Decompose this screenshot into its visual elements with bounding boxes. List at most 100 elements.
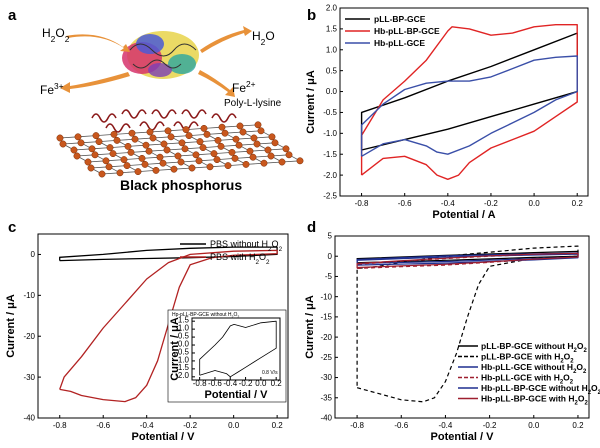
panel-label-a: a bbox=[8, 7, 17, 24]
x-tick-label: -0.4 bbox=[140, 421, 154, 430]
inset-background bbox=[167, 309, 287, 403]
phosphorus-atom bbox=[127, 148, 135, 156]
chart-panel-d: -0.8 -0.6 -0.4 -0.2 0.0 0.2 -40 -35 -30 -25 -20 -15… bbox=[304, 232, 600, 443]
y-tick-label: 1.0 bbox=[326, 45, 338, 54]
x-tick-label: -0.2 bbox=[484, 199, 498, 208]
inset-legend: Hp-pLL-BP-GCE without H2O2 bbox=[172, 312, 239, 319]
phosphorus-atom bbox=[149, 134, 157, 142]
x-tick-label: 0.0 bbox=[228, 421, 240, 430]
phosphorus-atom bbox=[239, 128, 247, 136]
phosphorus-atom bbox=[156, 153, 164, 161]
phosphorus-atom bbox=[98, 170, 106, 178]
phosphorus-atom bbox=[224, 162, 232, 170]
phosphorus-atom bbox=[296, 157, 304, 165]
y-axis-label: Current / μA bbox=[5, 294, 17, 358]
phosphorus-atom bbox=[105, 163, 113, 171]
phosphorus-atom bbox=[221, 129, 229, 137]
y-tick-label: -1.5 bbox=[175, 363, 189, 372]
y-tick-label: -30 bbox=[23, 373, 35, 382]
phosphorus-atom bbox=[242, 160, 250, 168]
phosphorus-atom bbox=[267, 152, 275, 160]
fe3-label: Fe3+ bbox=[40, 81, 64, 97]
series-line bbox=[199, 320, 277, 378]
y-axis-label: Current / μA bbox=[169, 317, 181, 381]
phosphorus-atom bbox=[124, 142, 132, 150]
phosphorus-atom bbox=[92, 132, 100, 140]
phosphorus-atom bbox=[246, 147, 254, 155]
x-axis-label: Potential / V bbox=[132, 431, 196, 443]
y-axis-label: Current / μA bbox=[305, 70, 317, 134]
chart-panel-c: -0.8 -0.6 -0.4 -0.2 0.0 0.2-40-30-20-100Poten… bbox=[5, 233, 289, 443]
y-tick-label: -10 bbox=[320, 292, 332, 301]
panel-label-c: c bbox=[8, 219, 16, 236]
x-tick-label: -0.8 bbox=[350, 421, 364, 430]
y-tick-label: -2.0 bbox=[175, 371, 189, 380]
y-tick-label: 1.5 bbox=[178, 316, 190, 325]
x-tick-label: -0.2 bbox=[239, 379, 253, 388]
phosphorus-atom bbox=[102, 157, 110, 165]
y-tick-label: -5 bbox=[325, 272, 333, 281]
inset-chart: -0.8 -0.6 -0.4 -0.2 0.0 0.2-2.0-1.5-1.0-0.50.… bbox=[167, 309, 287, 403]
phosphorus-atom bbox=[163, 146, 171, 154]
y-tick-label: -35 bbox=[320, 393, 332, 402]
phosphorus-atom bbox=[196, 138, 204, 146]
phosphorus-atom bbox=[95, 138, 103, 146]
legend-entry: pLL-BP-GCE with H2O2 bbox=[481, 352, 574, 365]
phosphorus-atom bbox=[142, 141, 150, 149]
phosphorus-atom bbox=[182, 126, 190, 134]
phosphorus-atom bbox=[282, 145, 290, 153]
y-tick-label: 5 bbox=[328, 232, 333, 241]
x-tick-label: -0.4 bbox=[439, 421, 453, 430]
y-tick-label: -1.5 bbox=[323, 150, 337, 159]
phosphorus-atom bbox=[123, 162, 131, 170]
phosphorus-atom bbox=[174, 152, 182, 160]
phosphorus-atom bbox=[231, 154, 239, 162]
phosphorus-atom bbox=[203, 130, 211, 138]
y-tick-label: -1.0 bbox=[175, 355, 189, 364]
phosphorus-atom bbox=[74, 133, 82, 141]
phosphorus-atom bbox=[152, 166, 160, 174]
panel-label-d: d bbox=[307, 219, 316, 236]
x-tick-label: 0.2 bbox=[271, 379, 283, 388]
x-tick-label: -0.4 bbox=[223, 379, 237, 388]
phosphorus-atom bbox=[264, 146, 272, 154]
panel-label-b: b bbox=[307, 7, 316, 24]
x-tick-label: 0.2 bbox=[272, 421, 284, 430]
phosphorus-atom bbox=[200, 124, 208, 132]
plot-frame bbox=[37, 233, 289, 419]
x-axis-label: Potential / A bbox=[432, 209, 495, 221]
phosphorus-atom bbox=[84, 158, 92, 166]
phosphorus-atom bbox=[199, 144, 207, 152]
y-tick-label: 0 bbox=[31, 250, 36, 259]
black-phosphorus-lattice bbox=[56, 121, 304, 178]
legend-entry: Hb-pLL-BP-GCE with H2O2 bbox=[481, 394, 588, 407]
phosphorus-atom bbox=[268, 133, 276, 141]
phosphorus-atom bbox=[260, 159, 268, 167]
phosphorus-atom bbox=[160, 140, 168, 148]
y-tick-label: 2.0 bbox=[326, 4, 338, 13]
inset-scanrate-note: 0.8 V/s bbox=[262, 370, 278, 376]
x-tick-label: -0.6 bbox=[394, 421, 408, 430]
series-line bbox=[59, 249, 278, 403]
legend-entry: PBS with H2O2 bbox=[210, 252, 270, 266]
y-tick-label: 0.0 bbox=[178, 339, 190, 348]
x-axis-label: Potential / V bbox=[431, 431, 495, 443]
plot-frame bbox=[339, 7, 589, 197]
hemoglobin-protein-icon bbox=[122, 31, 199, 79]
phosphorus-atom bbox=[87, 164, 95, 172]
phosphorus-atom bbox=[188, 164, 196, 172]
phosphorus-atom bbox=[70, 146, 78, 154]
phosphorus-atom bbox=[250, 134, 258, 142]
phosphorus-atom bbox=[170, 165, 178, 173]
series-line bbox=[360, 32, 578, 151]
y-tick-label: 0.5 bbox=[326, 66, 338, 75]
y-tick-label: -2.5 bbox=[323, 192, 337, 201]
phosphorus-atom bbox=[109, 150, 117, 158]
y-tick-label: 0 bbox=[328, 252, 333, 261]
phosphorus-atom bbox=[249, 153, 257, 161]
phosphorus-atom bbox=[210, 150, 218, 158]
phosphorus-atom bbox=[177, 158, 185, 166]
x-tick-label: 0.2 bbox=[572, 421, 584, 430]
phosphorus-atom bbox=[278, 158, 286, 166]
